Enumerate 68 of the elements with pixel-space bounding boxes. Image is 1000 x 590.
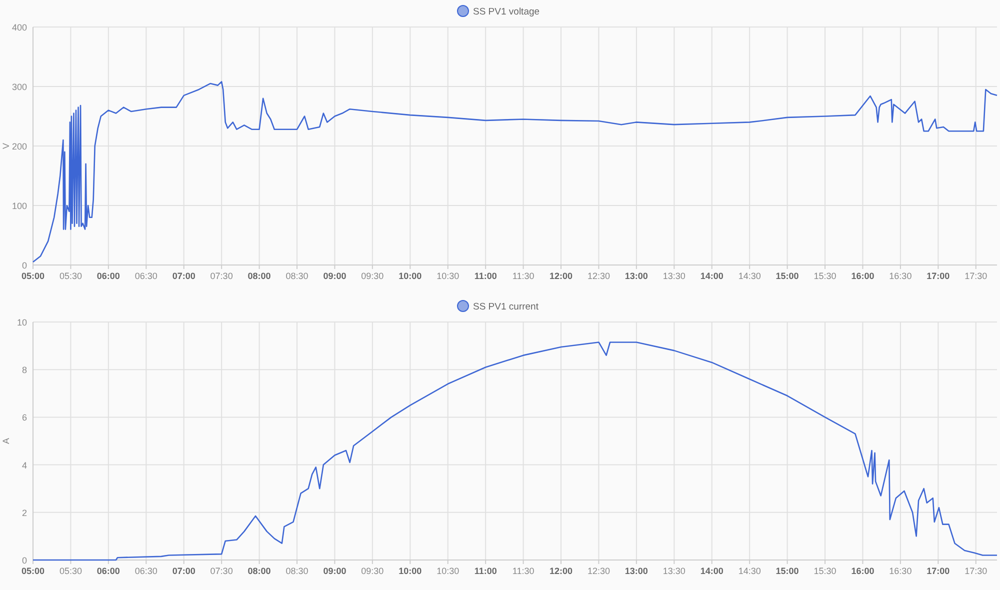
x-tick-label: 15:30 bbox=[814, 271, 836, 281]
x-tick-label: 10:30 bbox=[436, 271, 460, 281]
x-tick-label: 09:00 bbox=[323, 271, 346, 281]
y-tick-label: 2 bbox=[22, 508, 27, 518]
x-tick-label: 09:30 bbox=[361, 566, 384, 576]
y-tick-label: 8 bbox=[22, 365, 27, 376]
x-tick-label: 08:00 bbox=[248, 566, 271, 576]
y-tick-label: 6 bbox=[22, 412, 27, 423]
y-tick-label: 400 bbox=[12, 22, 27, 32]
x-tick-label: 10:00 bbox=[398, 566, 422, 576]
x-tick-label: 11:30 bbox=[512, 566, 534, 576]
x-tick-label: 17:00 bbox=[926, 566, 950, 576]
y-tick-label: 10 bbox=[16, 318, 27, 328]
x-tick-label: 06:30 bbox=[134, 271, 158, 281]
x-tick-label: 14:30 bbox=[738, 566, 761, 576]
x-tick-label: 07:00 bbox=[172, 566, 196, 576]
x-tick-label: 11:30 bbox=[512, 271, 534, 281]
y-tick-label: 100 bbox=[12, 201, 27, 211]
y-tick-label: 4 bbox=[22, 460, 27, 470]
x-tick-label: 12:30 bbox=[587, 271, 610, 281]
x-tick-label: 15:00 bbox=[776, 566, 799, 576]
y-tick-label: 0 bbox=[22, 556, 27, 566]
x-tick-label: 08:30 bbox=[286, 566, 308, 576]
x-tick-label: 05:00 bbox=[21, 566, 45, 576]
x-tick-label: 06:00 bbox=[96, 566, 120, 576]
y-tick-label: 300 bbox=[12, 82, 27, 92]
y-tick-label: 0 bbox=[22, 260, 27, 270]
x-tick-label: 15:30 bbox=[814, 566, 836, 576]
y-axis-title: V bbox=[1, 142, 11, 150]
x-tick-label: 07:30 bbox=[210, 566, 233, 576]
x-tick-label: 10:30 bbox=[436, 566, 460, 576]
x-tick-label: 05:00 bbox=[21, 271, 45, 281]
x-tick-label: 17:30 bbox=[964, 271, 988, 281]
x-tick-label: 07:00 bbox=[172, 271, 196, 281]
x-tick-label: 11:00 bbox=[474, 271, 497, 281]
x-tick-label: 09:00 bbox=[323, 566, 346, 576]
x-tick-label: 13:00 bbox=[624, 271, 648, 281]
x-tick-label: 13:30 bbox=[662, 566, 686, 576]
x-tick-label: 06:00 bbox=[96, 271, 120, 281]
x-tick-label: 12:00 bbox=[549, 566, 573, 576]
x-tick-label: 09:30 bbox=[361, 271, 384, 281]
x-tick-label: 12:30 bbox=[587, 566, 610, 576]
x-tick-label: 13:30 bbox=[662, 271, 686, 281]
x-tick-label: 05:30 bbox=[59, 271, 82, 281]
x-tick-label: 14:00 bbox=[700, 271, 724, 281]
y-axis-title: A bbox=[1, 438, 11, 444]
legend-label: SS PV1 voltage bbox=[473, 6, 540, 18]
x-tick-label: 14:00 bbox=[700, 566, 724, 576]
x-tick-label: 07:30 bbox=[210, 271, 233, 281]
x-tick-label: 15:00 bbox=[776, 271, 799, 281]
x-tick-label: 17:00 bbox=[926, 271, 950, 281]
line-series bbox=[32, 81, 998, 263]
x-tick-label: 06:30 bbox=[134, 566, 158, 576]
x-tick-label: 14:30 bbox=[738, 271, 761, 281]
x-tick-label: 12:00 bbox=[549, 271, 573, 281]
x-tick-label: 16:30 bbox=[889, 271, 912, 281]
x-tick-label: 16:00 bbox=[851, 271, 874, 281]
x-tick-label: 11:00 bbox=[474, 566, 497, 576]
x-tick-label: 08:30 bbox=[286, 271, 308, 281]
y-tick-label: 200 bbox=[12, 142, 27, 152]
x-tick-label: 17:30 bbox=[964, 566, 988, 576]
x-tick-label: 16:30 bbox=[889, 566, 912, 576]
x-tick-label: 05:30 bbox=[59, 566, 82, 576]
x-tick-label: 10:00 bbox=[398, 271, 422, 281]
legend-label: SS PV1 current bbox=[473, 302, 539, 312]
x-tick-label: 08:00 bbox=[248, 271, 271, 281]
x-tick-label: 13:00 bbox=[624, 566, 648, 576]
x-tick-label: 16:00 bbox=[851, 566, 874, 576]
